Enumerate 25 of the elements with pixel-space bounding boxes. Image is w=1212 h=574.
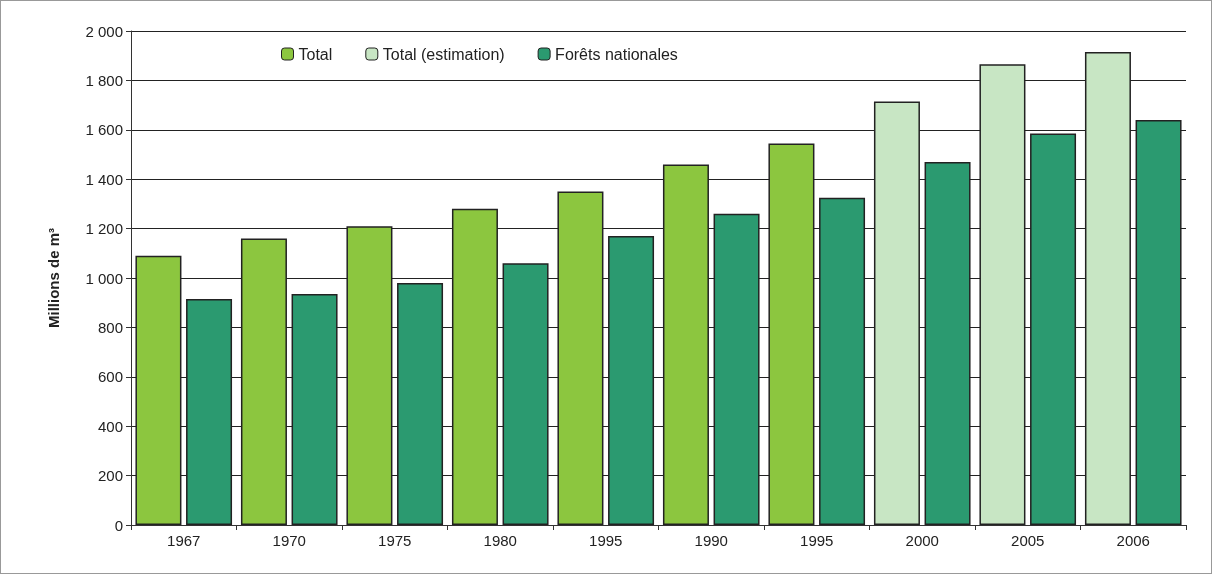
x-tick-label: 2000: [905, 532, 939, 549]
x-tick-label: 1990: [694, 532, 728, 549]
x-tick-label: 1995: [589, 532, 623, 549]
x-tick-label: 2006: [1116, 532, 1150, 549]
y-tick-label: 1 000: [85, 269, 123, 287]
y-tick-label: 1 800: [85, 71, 123, 89]
y-tick-label: 600: [97, 368, 123, 386]
legend-label: Total: [298, 45, 333, 63]
x-tick-label: 1995: [800, 532, 834, 549]
x-tick-label: 1980: [483, 532, 517, 549]
y-tick-label: 400: [97, 417, 123, 435]
y-tick-label: 2 000: [85, 22, 123, 40]
legend-label: Forêts nationales: [555, 45, 678, 63]
x-tick-label: 1970: [272, 532, 306, 549]
y-tick-label: 1 600: [85, 121, 123, 139]
y-tick-label: 0: [114, 516, 123, 534]
x-tick-label: 1967: [167, 532, 201, 549]
y-axis-title: Millions de m³: [45, 227, 62, 329]
x-tick-label: 2005: [1011, 532, 1045, 549]
y-tick-label: 800: [97, 318, 123, 336]
legend-label: Total (estimation): [382, 45, 505, 63]
y-tick-label: 200: [97, 467, 123, 485]
y-tick-label: 1 400: [85, 170, 123, 188]
y-tick-label: 1 200: [85, 220, 123, 238]
x-tick-label: 1975: [378, 532, 412, 549]
